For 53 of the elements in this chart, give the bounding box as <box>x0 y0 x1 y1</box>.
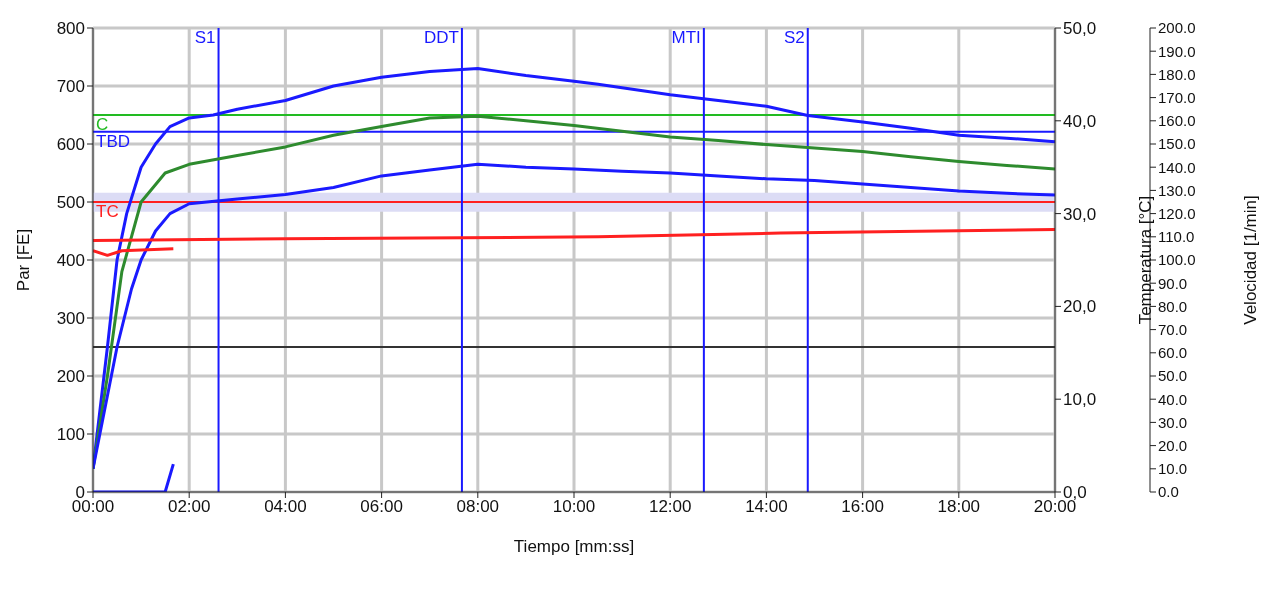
ref-line-label: DDT <box>423 28 459 48</box>
y3-tick-label: 60.0 <box>1158 344 1188 362</box>
x-tick-label: 04:00 <box>264 497 307 517</box>
y3-tick-label: 90.0 <box>1158 274 1188 292</box>
y-tick-label: 800 <box>56 19 85 39</box>
y3-tick-label: 80.0 <box>1158 297 1188 315</box>
x-tick-label: 16:00 <box>841 497 884 517</box>
x-tick-label: 10:00 <box>552 497 596 517</box>
y2-axis-title: Temperatura [°C] <box>1136 195 1156 325</box>
y3-axis-title: Velocidad [1/min] <box>1241 195 1261 325</box>
y-axis-title: Par [FE] <box>14 228 34 292</box>
y2-tick-label: 40,0 <box>1063 111 1097 131</box>
y-tick-label: 600 <box>56 135 85 155</box>
y2-tick-label: 10,0 <box>1063 390 1097 410</box>
y-tick-label: 200 <box>56 367 85 387</box>
y3-tick-label: 20.0 <box>1158 436 1188 454</box>
y3-tick-label: 120.0 <box>1158 204 1196 222</box>
x-tick-label: 18:00 <box>937 497 981 517</box>
x-axis-title: Tiempo [mm:ss] <box>513 537 635 556</box>
y3-tick-label: 160.0 <box>1158 112 1196 130</box>
y2-tick-label: 30,0 <box>1063 204 1097 224</box>
ref-line-label: MTI <box>671 28 701 48</box>
y3-tick-label: 10.0 <box>1158 460 1188 478</box>
y3-tick-label: 200.0 <box>1158 19 1196 37</box>
y3-tick-label: 0.0 <box>1158 483 1179 501</box>
x-tick-label: 02:00 <box>167 497 211 517</box>
ref-line-label: S2 <box>783 28 805 48</box>
x-tick-label: 14:00 <box>745 497 788 517</box>
y3-tick-label: 170.0 <box>1158 88 1196 106</box>
y3-tick-label: 30.0 <box>1158 413 1188 431</box>
y-tick-label: 300 <box>56 309 85 329</box>
y3-tick-label: 140.0 <box>1158 158 1196 176</box>
y-tick-label: 400 <box>56 251 85 271</box>
y2-tick-label: 20,0 <box>1063 297 1097 317</box>
ref-line-label: S1 <box>194 28 216 48</box>
x-tick-label: 12:00 <box>648 497 692 517</box>
y3-tick-label: 110.0 <box>1158 228 1195 246</box>
y2-tick-label: 50,0 <box>1063 19 1097 39</box>
x-tick-label: 08:00 <box>456 497 500 517</box>
y3-tick-label: 100.0 <box>1158 251 1196 269</box>
y3-tick-label: 40.0 <box>1158 390 1188 408</box>
y-tick-label: 700 <box>56 77 85 97</box>
line-series <box>93 227 1055 243</box>
y3-tick-label: 130.0 <box>1158 181 1196 199</box>
y3-tick-label: 190.0 <box>1158 42 1196 60</box>
y-tick-label: 100 <box>56 425 85 445</box>
y3-tick-label: 70.0 <box>1158 320 1188 338</box>
y3-tick-label: 150.0 <box>1158 135 1196 153</box>
y-tick-label: 500 <box>56 193 85 213</box>
y3-tick-label: 50.0 <box>1158 367 1188 385</box>
ref-line-label: TC <box>96 202 119 222</box>
x-tick-label: 06:00 <box>360 497 403 517</box>
y3-tick-label: 180.0 <box>1158 65 1196 83</box>
